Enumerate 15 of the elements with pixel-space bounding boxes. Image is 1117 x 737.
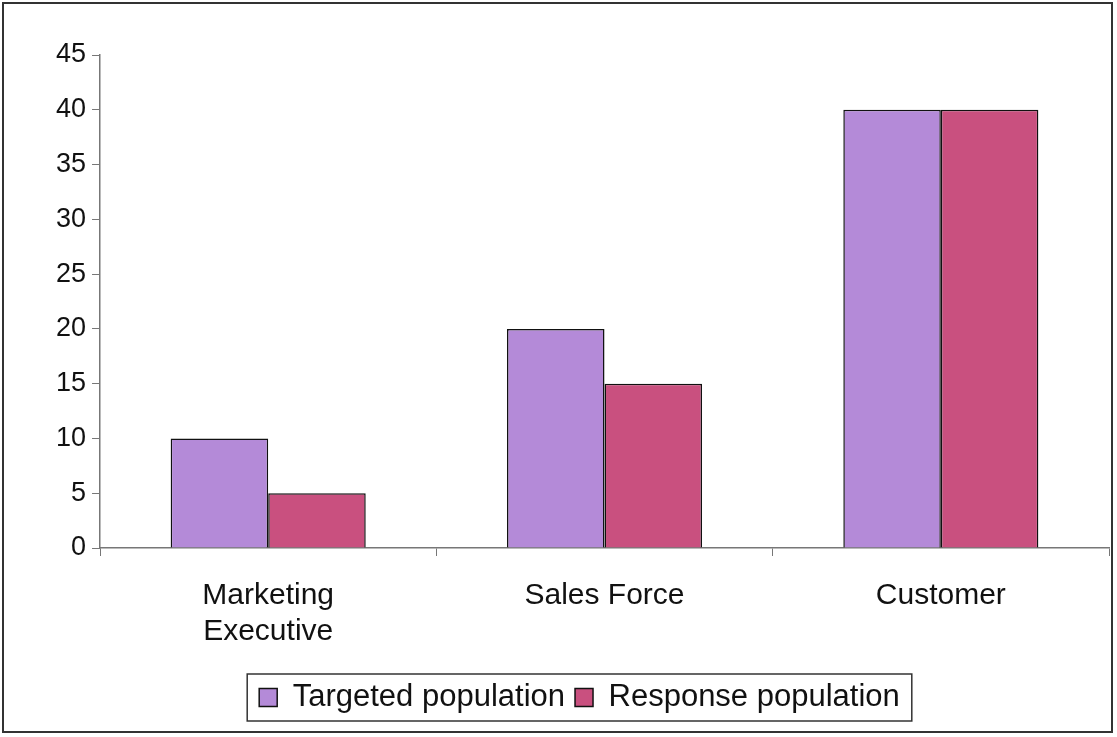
y-tick-label: 40 [55,93,87,124]
x-tick-label: Sales Force [524,577,685,611]
y-tick-label: 25 [55,257,87,288]
y-tick-label: 0 [71,531,87,562]
x-tick-label: Customer [875,577,1006,611]
y-tick-label: 5 [71,476,87,507]
y-tick-label: 20 [55,312,87,343]
y-tick-label: 45 [55,38,87,69]
x-tick-label: Marketing Executive [202,577,335,647]
legend-label: Targeted population [292,678,566,714]
y-tick-label: 10 [55,421,87,452]
y-tick-label: 30 [55,202,87,233]
y-tick-label: 35 [55,148,87,179]
y-tick-label: 15 [55,367,87,398]
legend-label: Response population [608,678,900,714]
